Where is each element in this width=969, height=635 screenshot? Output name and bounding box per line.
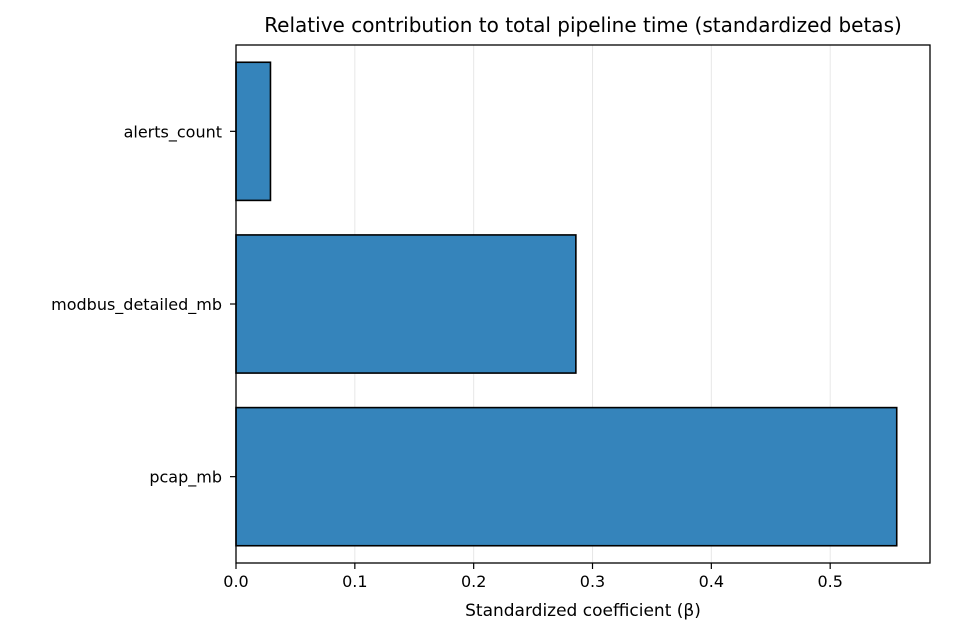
x-tick-label: 0.3 bbox=[580, 572, 605, 591]
bar-pcap-mb bbox=[235, 406, 898, 547]
bar-alerts-count bbox=[235, 61, 272, 202]
x-tick-label: 0.2 bbox=[461, 572, 486, 591]
x-axis-ticks: 0.0 0.1 0.2 0.3 0.4 0.5 bbox=[223, 563, 843, 591]
y-tick-label: pcap_mb bbox=[149, 468, 222, 488]
y-tick-label: modbus_detailed_mb bbox=[51, 295, 222, 315]
x-tick-label: 0.0 bbox=[223, 572, 248, 591]
chart-title: Relative contribution to total pipeline … bbox=[264, 13, 902, 37]
y-axis-ticks: alerts_count modbus_detailed_mb pcap_mb bbox=[51, 122, 236, 488]
x-tick-label: 0.1 bbox=[342, 572, 367, 591]
x-axis-label: Standardized coefficient (β) bbox=[465, 601, 701, 621]
y-tick-label: alerts_count bbox=[124, 122, 222, 142]
x-tick-label: 0.5 bbox=[817, 572, 842, 591]
x-tick-label: 0.4 bbox=[699, 572, 724, 591]
bar-modbus-detailed-mb bbox=[235, 234, 577, 374]
bars bbox=[235, 61, 898, 547]
